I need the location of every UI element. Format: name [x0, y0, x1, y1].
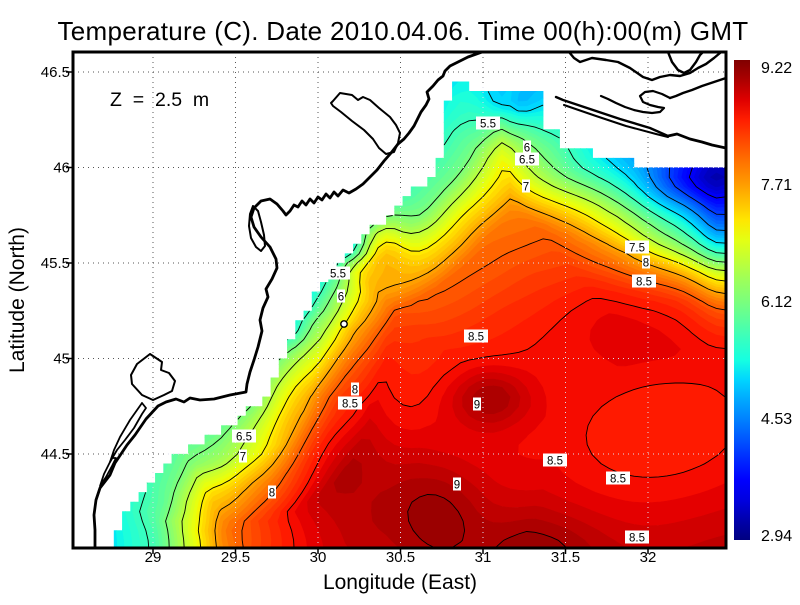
svg-text:9.22: 9.22: [761, 60, 792, 77]
svg-text:29: 29: [145, 549, 162, 566]
svg-text:7: 7: [240, 452, 246, 464]
svg-text:8: 8: [352, 385, 358, 397]
svg-text:7.5: 7.5: [629, 243, 645, 255]
svg-text:Longitude (East): Longitude (East): [323, 571, 477, 594]
svg-text:44.5: 44.5: [41, 446, 70, 463]
svg-text:6: 6: [338, 292, 344, 304]
svg-text:8.5: 8.5: [547, 456, 563, 468]
svg-text:30: 30: [310, 549, 327, 566]
svg-text:5.5: 5.5: [330, 269, 346, 281]
svg-text:45: 45: [53, 351, 70, 368]
svg-text:Z = 2.5 m: Z = 2.5 m: [110, 89, 209, 111]
svg-text:6.5: 6.5: [236, 432, 252, 444]
svg-text:29.5: 29.5: [221, 549, 250, 566]
svg-text:30.5: 30.5: [386, 549, 415, 566]
svg-text:7: 7: [523, 182, 529, 194]
svg-text:31.5: 31.5: [551, 549, 580, 566]
svg-text:8.5: 8.5: [610, 474, 626, 486]
svg-text:8.5: 8.5: [468, 332, 484, 344]
svg-text:9: 9: [454, 480, 460, 492]
svg-text:8.5: 8.5: [629, 533, 645, 545]
svg-text:Latitude (North): Latitude (North): [6, 227, 29, 373]
svg-text:46: 46: [53, 160, 70, 177]
svg-text:5.5: 5.5: [480, 119, 496, 131]
svg-text:8.5: 8.5: [636, 277, 652, 289]
svg-text:8: 8: [643, 258, 649, 270]
svg-text:31: 31: [475, 549, 492, 566]
svg-text:7.71: 7.71: [761, 177, 792, 194]
svg-text:4.53: 4.53: [761, 411, 792, 428]
svg-text:6.5: 6.5: [519, 155, 535, 167]
svg-text:2.94: 2.94: [761, 528, 792, 545]
svg-text:46.5: 46.5: [41, 64, 70, 81]
svg-text:6.12: 6.12: [761, 294, 792, 311]
svg-text:45.5: 45.5: [41, 255, 70, 272]
svg-text:32: 32: [640, 549, 657, 566]
svg-text:8: 8: [269, 488, 275, 500]
svg-text:Temperature (C). Date 2010.04.: Temperature (C). Date 2010.04.06. Time 0…: [57, 16, 748, 46]
svg-text:6: 6: [524, 143, 530, 155]
svg-text:9: 9: [474, 400, 480, 412]
svg-text:8.5: 8.5: [342, 399, 358, 411]
